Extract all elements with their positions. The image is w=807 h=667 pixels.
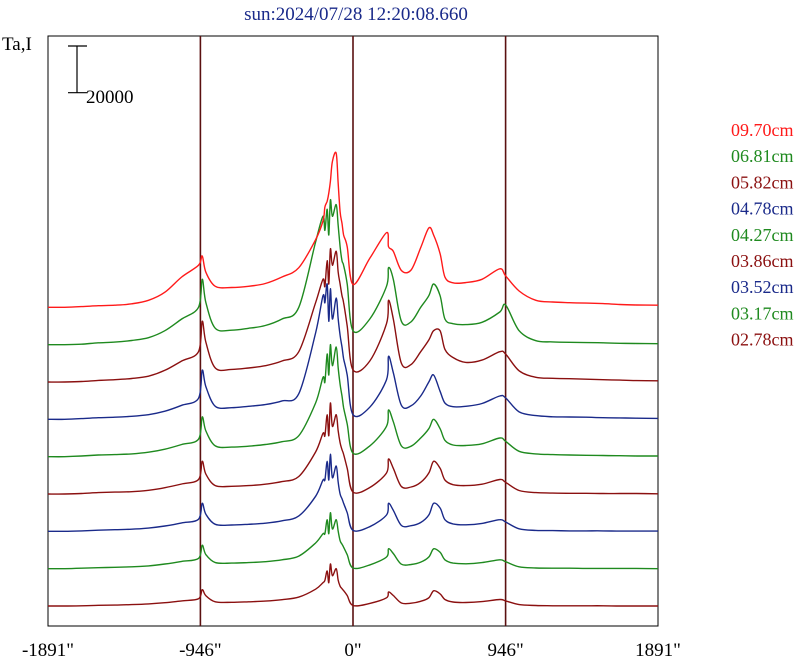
legend-entry: 03.52cm: [731, 277, 794, 297]
intensity-scale-bar: 20000: [68, 45, 134, 108]
series-line-03.86cm: [47, 402, 659, 495]
legend-entry: 06.81cm: [731, 146, 794, 166]
y-axis-label: Ta,I: [2, 34, 32, 55]
chart-title: sun:2024/07/28 12:20:08.660: [244, 4, 468, 25]
series-lines: [47, 151, 659, 607]
legend: 09.70cm 06.81cm 05.82cm 04.78cm 04.27cm 03.86…: [731, 120, 794, 350]
series-line-06.81cm: [48, 199, 659, 346]
x-axis-tick-labels: -1891" -946" 0" 946" 1891": [22, 640, 681, 661]
series-line-03.52cm: [47, 453, 658, 533]
x-tick-label: 1891": [635, 640, 681, 661]
series-line-05.82cm: [47, 248, 659, 383]
legend-entry: 03.17cm: [731, 303, 794, 323]
legend-entry: 02.78cm: [731, 330, 794, 350]
legend-entry: 04.27cm: [731, 225, 794, 245]
x-tick-label: -946": [179, 640, 222, 661]
series-line-02.78cm: [48, 563, 658, 607]
scale-bar-label: 20000: [86, 87, 134, 108]
x-tick-label: 0": [344, 640, 361, 661]
legend-entry: 04.78cm: [731, 199, 794, 219]
series-line-03.17cm: [48, 511, 659, 570]
series-line-04.78cm: [47, 283, 659, 421]
legend-entry: 09.70cm: [731, 120, 794, 140]
series-line-09.70cm: [47, 151, 659, 309]
x-tick-label: 946": [487, 640, 523, 661]
x-tick-label: -1891": [22, 640, 74, 661]
legend-entry: 03.86cm: [731, 251, 794, 271]
legend-entry: 05.82cm: [731, 172, 794, 192]
series-line-04.27cm: [47, 343, 658, 458]
